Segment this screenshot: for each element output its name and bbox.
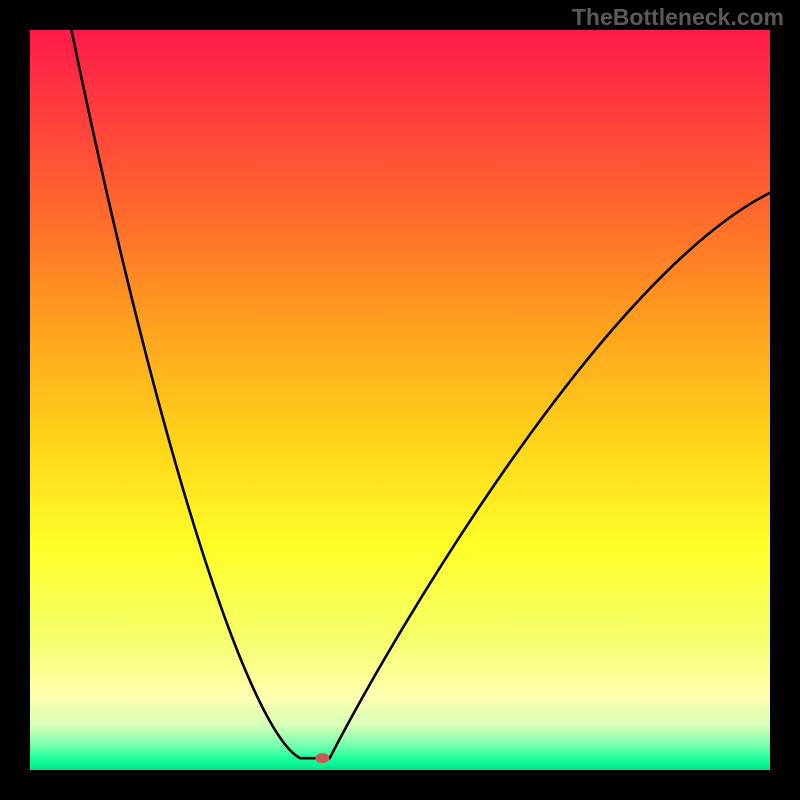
bottleneck-marker [315, 753, 329, 763]
v-curve [71, 30, 770, 758]
plot-area [30, 30, 770, 770]
plot-svg [30, 30, 770, 770]
watermark-text: TheBottleneck.com [572, 4, 784, 31]
